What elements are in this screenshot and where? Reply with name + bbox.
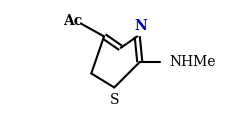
Text: Ac: Ac [63,14,82,28]
Text: S: S [109,93,119,107]
Text: N: N [135,19,147,33]
Text: NHMe: NHMe [169,55,216,69]
